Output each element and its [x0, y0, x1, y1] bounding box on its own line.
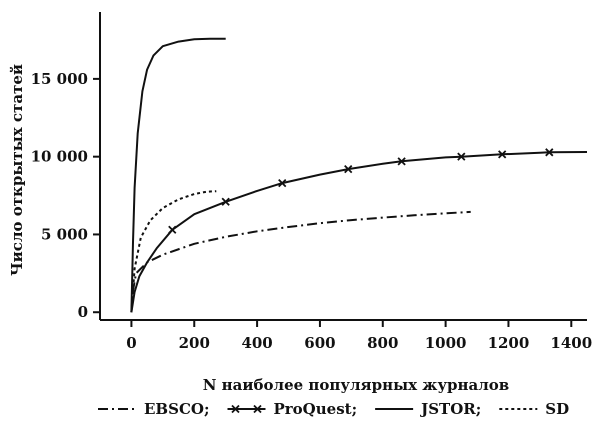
legend-item: ProQuest;	[227, 400, 358, 418]
series-line	[130, 210, 471, 313]
x-tick-label: 800	[367, 334, 398, 352]
x-tick-label: 200	[179, 334, 210, 352]
series-point	[545, 148, 554, 157]
x-tick-label: 1400	[550, 334, 592, 352]
legend-marker	[231, 404, 240, 414]
series-point	[344, 164, 353, 174]
series-ebsco	[130, 210, 471, 313]
series-layer	[130, 37, 588, 313]
series-point	[397, 157, 406, 166]
legend-label: SD	[545, 400, 569, 418]
y-axis-label: Число открытых статей	[8, 64, 26, 276]
y-tick-label: 10 000	[31, 148, 88, 166]
legend-label: EBSCO;	[144, 400, 210, 418]
x-tick-label: 600	[304, 334, 335, 352]
y-tick-label: 15 000	[31, 70, 88, 88]
x-tick-label: 0	[126, 334, 136, 352]
x-axis-label: N наиболее популярных журналов	[203, 376, 509, 394]
axes: 0 200 400 600 800 1000 1200 1400 0 5 000 10 000 15 …	[31, 12, 592, 352]
series-jstor	[130, 37, 226, 313]
series-point	[498, 150, 507, 159]
legend-item: EBSCO;	[98, 400, 210, 418]
x-tick-label: 400	[241, 334, 272, 352]
legend-label: JSTOR;	[419, 400, 481, 418]
series-point	[457, 152, 466, 161]
series-sd	[130, 190, 217, 313]
series-point	[168, 225, 177, 234]
legend: EBSCO; ProQuest; JSTOR; SD	[98, 400, 569, 418]
series-line	[130, 151, 588, 313]
legend-marker	[253, 404, 262, 414]
legend-label: ProQuest;	[274, 400, 358, 418]
x-tick-label: 1200	[488, 334, 530, 352]
legend-item: JSTOR;	[375, 400, 481, 418]
series-proquest	[130, 148, 588, 313]
series-point	[221, 197, 230, 206]
y-tick-label: 0	[78, 303, 88, 321]
series-line	[130, 37, 226, 313]
legend-item: SD	[499, 400, 569, 418]
x-tick-label: 1000	[425, 334, 467, 352]
series-line	[130, 190, 217, 313]
y-tick-label: 5 000	[41, 225, 88, 243]
series-point	[278, 178, 287, 188]
